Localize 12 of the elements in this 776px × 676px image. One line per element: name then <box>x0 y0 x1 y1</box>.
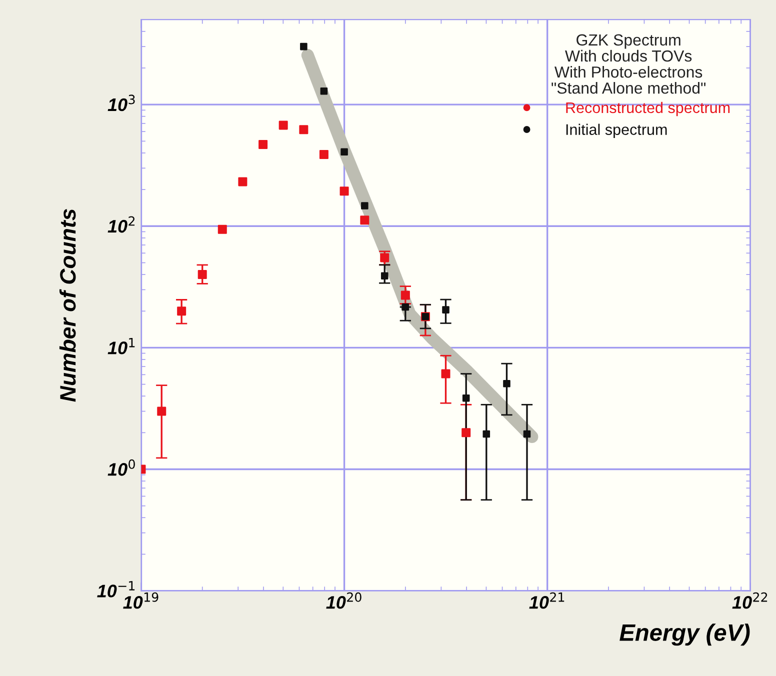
y-tick-label: 10$^{2}$ <box>108 216 135 233</box>
x-tick-label: 10$^{20}$ <box>326 592 362 609</box>
text: Initial spectrum <box>566 124 667 138</box>
x-tick-label: 10$^{22}$ <box>732 592 768 609</box>
y-axis-title: Number of Counts <box>59 209 76 402</box>
x-axis-title: Energy (eV) <box>620 624 750 646</box>
annotation: GZK Spectrum With clouds TOVs With Photo-electrons "Stand Alone method" <box>552 34 706 94</box>
legend-label: Reconstructed spectrum <box>566 102 730 116</box>
y-tick-label: 10$^{3}$ <box>108 94 135 112</box>
y-tick-label: 10$^{1}$ <box>108 338 135 354</box>
x-tick-label: 10$^{21}$ <box>529 592 564 609</box>
y-tick-label: 10$^{0}$ <box>108 459 135 476</box>
